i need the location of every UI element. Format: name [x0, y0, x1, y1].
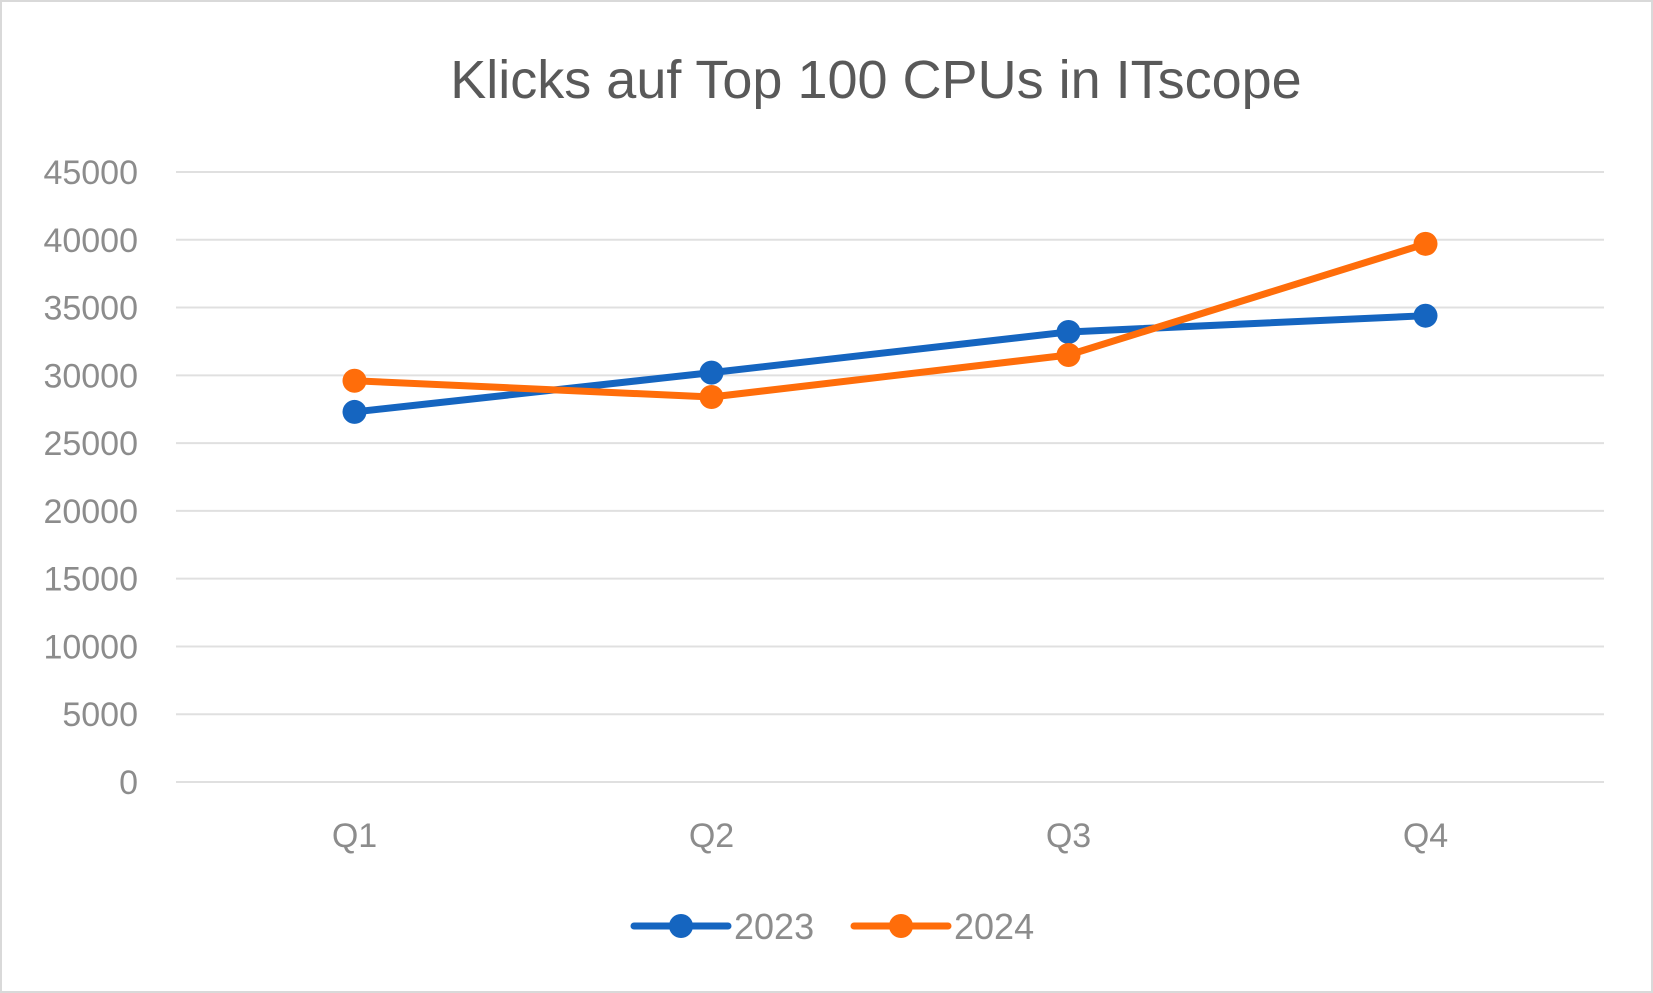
data-point[interactable] [1056, 343, 1081, 367]
y-tick-label: 35000 [43, 290, 138, 328]
legend-marker [669, 914, 693, 938]
chart-title: Klicks auf Top 100 CPUs in ITscope [450, 50, 1301, 110]
data-point[interactable] [699, 385, 724, 410]
data-point[interactable] [342, 368, 367, 393]
legend-label: 2024 [954, 906, 1034, 947]
legend-label: 2023 [734, 906, 814, 947]
y-axis-ticks: 0 5000 10000 15000 20000 25000 30000 35000 40000… [43, 154, 138, 802]
y-tick-label: 30000 [43, 357, 138, 395]
series-lines [342, 231, 1438, 424]
y-tick-label: 40000 [43, 222, 138, 260]
data-point[interactable] [699, 360, 724, 385]
x-tick-label: Q2 [689, 817, 734, 855]
y-tick-label: 5000 [62, 696, 138, 734]
y-tick-label: 15000 [43, 561, 138, 599]
y-tick-label: 25000 [43, 425, 138, 463]
data-point[interactable] [1413, 231, 1438, 256]
y-tick-label: 10000 [43, 628, 138, 666]
x-tick-label: Q1 [332, 817, 377, 855]
y-tick-label: 20000 [43, 493, 138, 531]
data-point[interactable] [1413, 303, 1438, 328]
y-tick-label: 45000 [43, 154, 138, 192]
gridlines [176, 171, 1604, 783]
data-point[interactable] [342, 399, 367, 424]
legend: 2023 2024 [630, 906, 1034, 947]
legend-entry-2023: 2023 [630, 906, 814, 947]
x-axis-ticks: Q1 Q2 Q3 Q4 [332, 817, 1448, 855]
series-2024 [342, 231, 1438, 410]
x-tick-label: Q4 [1403, 817, 1448, 855]
series-2023 [342, 303, 1438, 424]
legend-entry-2024: 2024 [850, 906, 1034, 947]
x-tick-label: Q3 [1046, 817, 1091, 855]
legend-marker [889, 914, 913, 938]
data-point[interactable] [1056, 319, 1081, 344]
series-line [351, 240, 1429, 401]
y-tick-label: 0 [119, 764, 138, 802]
series-line [351, 312, 1429, 416]
